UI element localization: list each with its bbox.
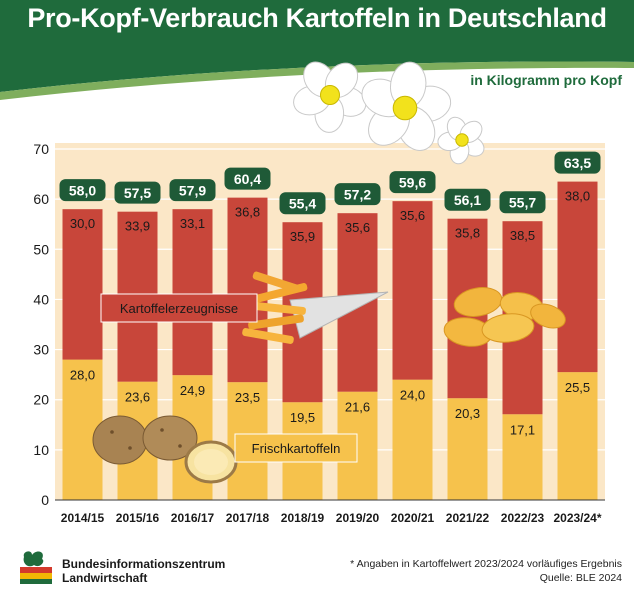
y-tick-label: 60 — [33, 191, 49, 207]
potato-icon — [92, 415, 198, 465]
organization-line-1: Bundesinformationszentrum — [62, 557, 226, 571]
chart: 0 10 20 30 40 50 60 70 28,0 30,0 58,0 2014/15 23,6 33… — [33, 61, 605, 525]
data-label-kartoffelerzeugnisse: 33,9 — [125, 219, 150, 234]
total-label-box — [169, 179, 216, 202]
ble-logo-icon — [18, 547, 54, 585]
data-label-kartoffelerzeugnisse: 35,6 — [345, 220, 370, 235]
total-label-box — [114, 181, 161, 204]
data-label-frischkartoffeln: 21,6 — [345, 400, 370, 415]
data-label-kartoffelerzeugnisse: 30,0 — [70, 216, 95, 231]
legend-kartoffelerzeugnisse — [100, 293, 258, 323]
total-label-box — [444, 188, 491, 211]
data-label-frischkartoffeln: 17,1 — [510, 422, 535, 437]
total-label: 58,0 — [69, 183, 96, 199]
footnote-source: Quelle: BLE 2024 — [539, 572, 622, 584]
y-tick-label: 20 — [33, 392, 49, 408]
data-label-frischkartoffeln: 24,0 — [400, 388, 425, 403]
total-label: 56,1 — [454, 192, 481, 208]
bar-kartoffelerzeugnisse — [62, 209, 103, 360]
total-label: 60,4 — [234, 171, 261, 187]
total-label: 59,6 — [399, 175, 426, 191]
total-label: 57,9 — [179, 183, 206, 199]
bar-frischkartoffeln — [557, 372, 598, 500]
y-tick-label: 50 — [33, 241, 49, 257]
organization-name: Bundesinformationszentrum Landwirtschaft — [62, 557, 225, 585]
total-label-box — [224, 167, 271, 190]
total-label: 55,7 — [509, 195, 536, 211]
total-label-box — [59, 179, 106, 202]
total-label: 63,5 — [564, 155, 591, 171]
copyright-label: © BLE — [606, 453, 616, 480]
total-label-box — [334, 183, 381, 206]
data-label-frischkartoffeln: 19,5 — [290, 410, 315, 425]
x-tick-label: 2019/20 — [336, 511, 380, 525]
data-label-kartoffelerzeugnisse: 36,8 — [235, 205, 260, 220]
french-fries-icon — [242, 271, 389, 344]
x-tick-label: 2021/22 — [446, 511, 490, 525]
potato-flower-icon — [361, 61, 452, 151]
x-tick-label: 2017/18 — [226, 511, 270, 525]
total-label: 55,4 — [289, 196, 316, 212]
y-tick-label: 0 — [41, 492, 49, 508]
x-tick-label: 2020/21 — [391, 511, 435, 525]
unit-label: in Kilogramm pro Kopf — [470, 72, 622, 88]
total-label-box — [389, 171, 436, 194]
x-tick-label: 2018/19 — [281, 511, 325, 525]
total-label: 57,2 — [344, 187, 371, 203]
data-label-kartoffelerzeugnisse: 33,1 — [180, 216, 205, 231]
y-tick-label: 10 — [33, 442, 49, 458]
y-tick-label: 70 — [33, 141, 49, 157]
chart-title: Pro-Kopf-Verbrauch Kartoffeln in Deutsch… — [27, 3, 607, 33]
bar-kartoffelerzeugnisse — [557, 181, 598, 373]
data-label-kartoffelerzeugnisse: 38,0 — [565, 189, 590, 204]
data-label-frischkartoffeln: 23,6 — [125, 390, 150, 405]
data-label-frischkartoffeln: 24,9 — [180, 383, 205, 398]
legend-label-kartoffelerzeugnisse: Kartoffelerzeugnisse — [120, 301, 238, 316]
data-label-kartoffelerzeugnisse: 35,6 — [400, 208, 425, 223]
legend-frischkartoffeln — [234, 433, 358, 463]
bar-kartoffelerzeugnisse — [227, 197, 268, 383]
bar-kartoffelerzeugnisse — [392, 201, 433, 380]
y-tick-label: 30 — [33, 342, 49, 358]
potato-flower-icon — [293, 61, 367, 133]
potato-chips-icon — [443, 287, 566, 347]
y-tick-label: 40 — [33, 291, 49, 307]
footnote: * Angaben in Kartoffelwert 2023/2024 vor… — [350, 557, 622, 585]
total-label: 57,5 — [124, 185, 151, 201]
x-tick-label: 2022/23 — [501, 511, 545, 525]
data-label-kartoffelerzeugnisse: 35,9 — [290, 229, 315, 244]
data-label-kartoffelerzeugnisse: 35,8 — [455, 226, 480, 241]
footnote-note: * Angaben in Kartoffelwert 2023/2024 vor… — [350, 558, 622, 570]
x-tick-label: 2014/15 — [61, 511, 105, 525]
bar-frischkartoffeln — [392, 379, 433, 500]
legend-label-frischkartoffeln: Frischkartoffeln — [252, 441, 341, 456]
data-label-frischkartoffeln: 23,5 — [235, 390, 260, 405]
x-tick-label: 2015/16 — [116, 511, 160, 525]
halved-potato-icon — [184, 440, 238, 484]
data-label-frischkartoffeln: 28,0 — [70, 368, 95, 383]
bar-frischkartoffeln — [502, 414, 543, 500]
organization-line-2: Landwirtschaft — [62, 571, 148, 585]
bar-kartoffelerzeugnisse — [172, 209, 213, 376]
x-tick-label: 2023/24* — [553, 511, 601, 525]
data-label-frischkartoffeln: 25,5 — [565, 380, 590, 395]
total-label-box — [499, 191, 546, 214]
x-tick-label: 2016/17 — [171, 511, 215, 525]
data-label-kartoffelerzeugnisse: 38,5 — [510, 228, 535, 243]
total-label-box — [279, 192, 326, 215]
potato-flower-icon — [437, 116, 485, 165]
total-label-box — [554, 151, 601, 174]
bar-frischkartoffeln — [447, 398, 488, 500]
data-label-frischkartoffeln: 20,3 — [455, 406, 480, 421]
